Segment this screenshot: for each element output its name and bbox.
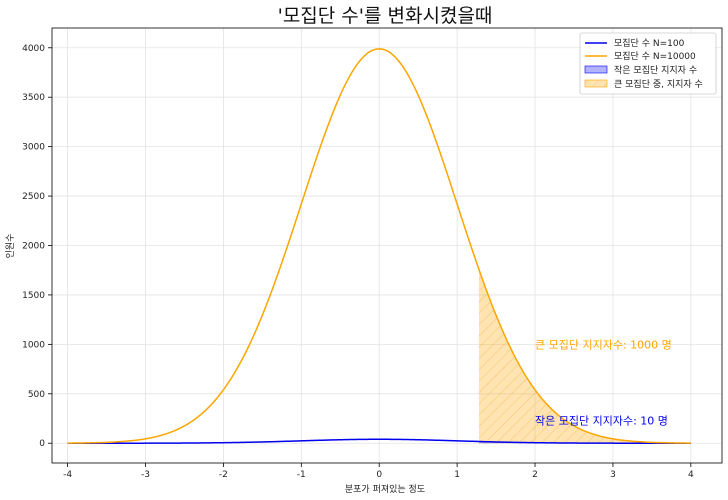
fill-hatch-1 bbox=[478, 269, 691, 444]
x-tick-label: 4 bbox=[688, 470, 694, 480]
x-tick-label: -1 bbox=[297, 470, 306, 480]
legend-patch-large-fill-hatch bbox=[585, 80, 607, 87]
x-tick-label: -2 bbox=[219, 470, 228, 480]
x-tick-label: 1 bbox=[454, 470, 460, 480]
y-tick-label: 2500 bbox=[22, 192, 45, 202]
x-tick-label: 2 bbox=[532, 470, 538, 480]
legend: 모집단 수 N=100 모집단 수 N=10000 작은 모집단 지지자 수 큰… bbox=[579, 32, 717, 95]
legend-label-n10000: 모집단 수 N=10000 bbox=[614, 50, 696, 62]
x-ticks: -4 -3 -2 -1 0 1 2 3 4 bbox=[63, 463, 694, 480]
x-tick-label: 3 bbox=[610, 470, 616, 480]
chart-title: '모집단 수'를 변화시켰을때 bbox=[278, 5, 493, 27]
legend-label-n100: 모집단 수 N=100 bbox=[614, 37, 685, 49]
y-tick-label: 1000 bbox=[22, 340, 45, 350]
x-axis-label: 분포가 퍼져있는 정도 bbox=[345, 483, 425, 495]
x-tick-label: 0 bbox=[376, 470, 382, 480]
annotations: 큰 모집단 지지자수: 1000 명작은 모집단 지지자수: 10 명 bbox=[535, 338, 672, 427]
grid bbox=[52, 28, 722, 463]
x-tick-label: -4 bbox=[63, 470, 72, 480]
y-tick-label: 1500 bbox=[22, 291, 45, 301]
y-ticks: 0 500 1000 1500 2000 2500 3000 3500 4000 bbox=[22, 44, 52, 449]
y-tick-label: 3000 bbox=[22, 143, 45, 153]
annotation-0: 큰 모집단 지지자수: 1000 명 bbox=[535, 338, 672, 351]
legend-patch-small-fill bbox=[584, 65, 608, 74]
x-tick-label: -3 bbox=[141, 470, 150, 480]
y-tick-label: 3500 bbox=[22, 93, 45, 103]
y-tick-label: 500 bbox=[28, 390, 45, 400]
y-axis-label: 인원수 bbox=[5, 234, 16, 259]
y-tick-label: 0 bbox=[39, 439, 45, 449]
series-lines bbox=[67, 48, 691, 444]
legend-box bbox=[579, 32, 717, 95]
series-line-0 bbox=[67, 438, 691, 444]
legend-label-small-fill: 작은 모집단 지지자 수 bbox=[614, 64, 697, 76]
legend-label-large-fill: 큰 모집단 중, 지지자 수 bbox=[614, 78, 703, 90]
annotation-1: 작은 모집단 지지자수: 10 명 bbox=[535, 414, 668, 427]
y-tick-label: 2000 bbox=[22, 242, 45, 252]
y-tick-label: 4000 bbox=[22, 44, 45, 54]
series-line-1 bbox=[67, 48, 691, 444]
